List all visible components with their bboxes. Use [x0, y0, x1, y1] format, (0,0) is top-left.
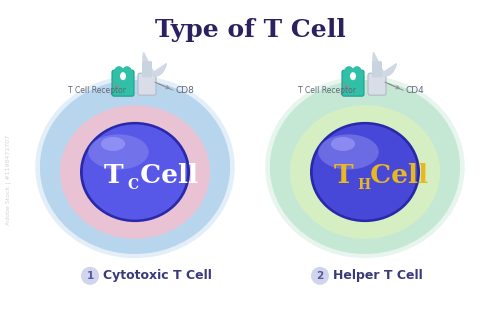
Text: Adobe Stock | #1198471707: Adobe Stock | #1198471707	[6, 135, 11, 225]
Ellipse shape	[114, 66, 124, 78]
FancyBboxPatch shape	[142, 61, 152, 77]
Polygon shape	[373, 52, 396, 76]
Text: Cytotoxic T Cell: Cytotoxic T Cell	[103, 269, 212, 282]
Ellipse shape	[270, 80, 460, 254]
FancyBboxPatch shape	[372, 61, 382, 77]
Ellipse shape	[36, 76, 235, 258]
Circle shape	[311, 267, 329, 285]
Text: H: H	[357, 178, 370, 192]
Ellipse shape	[80, 122, 190, 222]
Text: Helper T Cell: Helper T Cell	[333, 269, 423, 282]
Ellipse shape	[120, 72, 126, 80]
Text: CD8: CD8	[175, 86, 194, 95]
Ellipse shape	[310, 122, 420, 222]
Ellipse shape	[318, 134, 379, 169]
Ellipse shape	[290, 105, 440, 239]
Text: T Cell Receptor: T Cell Receptor	[298, 86, 356, 95]
Text: T: T	[104, 163, 123, 187]
FancyBboxPatch shape	[368, 73, 386, 95]
Text: 2: 2	[316, 271, 324, 281]
Ellipse shape	[40, 80, 230, 254]
Ellipse shape	[265, 76, 465, 258]
Ellipse shape	[270, 80, 460, 254]
FancyBboxPatch shape	[342, 70, 364, 96]
Ellipse shape	[344, 66, 354, 78]
Ellipse shape	[352, 66, 362, 78]
Ellipse shape	[101, 137, 125, 151]
Ellipse shape	[313, 124, 417, 219]
Circle shape	[81, 267, 99, 285]
Ellipse shape	[83, 124, 188, 219]
Ellipse shape	[88, 134, 149, 169]
Ellipse shape	[60, 105, 210, 239]
Text: T Cell Receptor: T Cell Receptor	[68, 86, 126, 95]
Ellipse shape	[122, 66, 132, 78]
Text: C: C	[127, 178, 138, 192]
Text: Type of T Cell: Type of T Cell	[154, 18, 346, 42]
Text: 1: 1	[86, 271, 94, 281]
Text: T: T	[334, 163, 353, 187]
Ellipse shape	[331, 137, 355, 151]
Ellipse shape	[40, 80, 230, 254]
Text: Cell: Cell	[361, 163, 428, 187]
Polygon shape	[143, 52, 167, 76]
Ellipse shape	[350, 72, 356, 80]
Text: CD4: CD4	[405, 86, 424, 95]
FancyBboxPatch shape	[138, 73, 156, 95]
Text: Cell: Cell	[131, 163, 198, 187]
FancyBboxPatch shape	[112, 70, 134, 96]
